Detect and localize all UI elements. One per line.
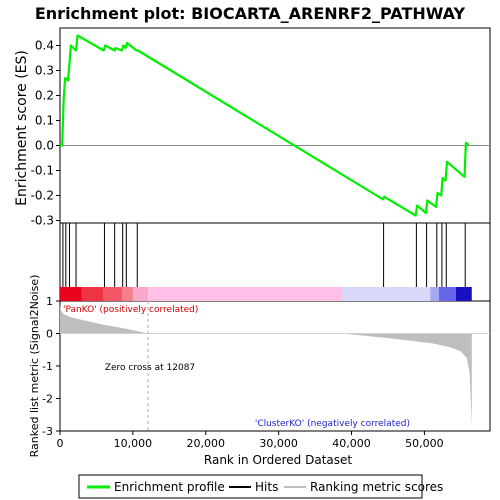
metric-y-tick-label: -2 <box>42 393 53 406</box>
metric-y-axis: -3 -2 -1 0 1 <box>42 295 60 438</box>
rank-bar-segment <box>455 287 472 301</box>
es-y-axis-title: Enrichment score (ES) <box>14 50 30 206</box>
enrichment-profile-point <box>67 79 69 82</box>
es-y-tick-label: -0.3 <box>31 214 54 228</box>
enrichment-profile-point <box>104 44 107 47</box>
rank-bar-segment <box>430 287 439 301</box>
x-tick-label: 50,000 <box>405 437 444 450</box>
metric-panel-frame <box>59 300 491 432</box>
ranking-metric-area <box>60 304 472 427</box>
x-tick-label: 0 <box>57 437 64 450</box>
enrichment-profile-point <box>68 62 71 64</box>
enrichment-profile-point <box>124 47 127 49</box>
metric-y-tick-label: -1 <box>42 360 53 373</box>
legend-label-enrichment-profile: Enrichment profile <box>114 480 225 494</box>
enrichment-profile-point <box>126 42 128 44</box>
x-tick-label: 30,000 <box>259 437 298 450</box>
es-y-tick-label: 0.0 <box>35 139 54 153</box>
es-y-tick-label: -0.1 <box>31 164 54 178</box>
enrichment-profile-point <box>383 195 386 198</box>
rank-bar-segment <box>148 287 343 301</box>
enrichment-profile-point <box>435 205 437 208</box>
hits-layer <box>62 223 466 287</box>
enrichment-profile-point <box>122 44 125 47</box>
es-y-tick-label: 0.4 <box>35 39 54 53</box>
x-tick-label: 20,000 <box>187 437 226 450</box>
enrichment-profile-point <box>467 143 470 146</box>
rank-bar-segment <box>103 287 122 301</box>
metric-y-axis-title: Ranked list metric (Signal2Noise) <box>28 275 41 458</box>
rank-bar-segment <box>438 287 456 301</box>
enrichment-profile-point <box>465 142 467 144</box>
enrichment-profile-point <box>114 47 117 49</box>
enrichment-profile-point <box>381 198 384 201</box>
enrichment-profile-point <box>426 199 429 202</box>
enrichment-profile-point <box>444 179 447 182</box>
metric-y-tick-label: 1 <box>46 295 53 308</box>
rank-bar-layer <box>60 287 472 301</box>
enrichment-profile-point <box>424 212 427 214</box>
enrichment-profile-point <box>62 99 65 102</box>
zero-cross-label: Zero cross at 12087 <box>105 363 195 373</box>
rank-bar-segment <box>342 287 431 301</box>
rank-bar-segment <box>121 287 133 301</box>
enrichment-profile-point <box>75 49 77 52</box>
legend-label-ranking-metric: Ranking metric scores <box>310 480 443 494</box>
x-tick-label: 10,000 <box>114 437 153 450</box>
metric-y-tick-label: -3 <box>42 425 53 438</box>
negative-correlation-label: 'ClusterKO' (negatively correlated) <box>255 419 410 429</box>
enrichment-profile-point <box>61 144 64 147</box>
x-axis: 0 10,000 20,000 30,000 40,000 50,000 <box>57 431 444 450</box>
enrichment-profile-point <box>76 34 79 37</box>
enrichment-profile-line <box>60 34 469 217</box>
es-y-tick-label: 0.2 <box>35 89 54 103</box>
metric-area-layer <box>60 301 490 431</box>
rank-bar-segment <box>81 287 104 301</box>
enrichment-profile-point <box>440 194 443 197</box>
enrichment-profile-point <box>446 160 448 163</box>
es-y-axis: -0.3 -0.2 -0.1 0.0 0.1 0.2 0.3 0.4 <box>31 39 60 228</box>
rank-bar-segment <box>60 287 82 301</box>
enrichment-profile-point <box>64 77 67 79</box>
enrichment-profile-point <box>113 49 116 52</box>
enrichment-profile-point <box>102 49 105 52</box>
enrichment-profile-point <box>135 49 138 52</box>
enrichment-profile-point <box>137 49 139 52</box>
enrichment-profile-point <box>414 214 417 217</box>
x-tick-label: 40,000 <box>332 437 371 450</box>
x-axis-title: Rank in Ordered Dataset <box>204 453 352 467</box>
legend: Enrichment profile Hits Ranking metric s… <box>78 474 443 499</box>
es-y-tick-label: 0.3 <box>35 64 54 78</box>
metric-y-tick-label: 0 <box>46 328 53 341</box>
enrichment-profile-point <box>463 175 466 178</box>
enrichment-profile-point <box>70 44 72 47</box>
positive-correlation-label: 'PanKO' (positively correlated) <box>63 305 198 315</box>
es-y-tick-label: -0.2 <box>31 189 54 203</box>
es-panel-frame <box>59 27 491 224</box>
enrichment-profile-point <box>441 177 444 179</box>
es-y-tick-label: 0.1 <box>35 114 54 128</box>
legend-label-hits: Hits <box>255 480 278 494</box>
enrichment-profile-point <box>416 204 419 207</box>
enrichment-profile-point <box>121 49 123 52</box>
chart-title: Enrichment plot: BIOCARTA_ARENRF2_PATHWA… <box>35 4 466 23</box>
enrichment-profile-point <box>436 192 439 194</box>
rank-bar-segment <box>132 287 149 301</box>
